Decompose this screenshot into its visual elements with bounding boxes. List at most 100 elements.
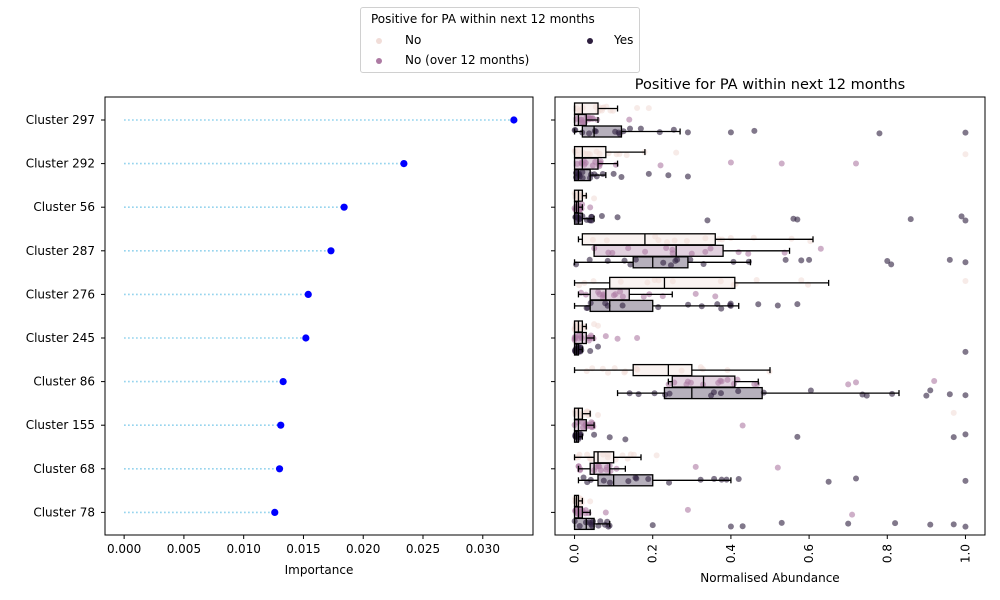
strip-point [688,250,695,257]
strip-point [607,468,614,475]
strip-point [711,475,718,482]
strip-point [587,498,594,505]
strip-point [727,129,734,136]
strip-point [617,288,624,295]
strip-point [592,103,599,110]
strip-point [825,478,832,485]
importance-point [279,378,287,386]
strip-point [591,431,598,438]
strip-point [876,130,883,137]
legend-marker-no [376,38,382,44]
strip-point [604,369,611,376]
abundance-xtick-label: 1.0 [958,544,972,563]
strip-point [663,244,670,251]
importance-axes: Cluster 297 Cluster 292 Cluster 56 Cluster … [26,96,534,577]
importance-axes-frame [104,96,534,536]
strip-point [798,257,805,264]
box-body [573,168,591,182]
strip-point [655,277,662,284]
strip-point [591,195,598,202]
strip-point [849,511,856,518]
strip-point [599,365,606,372]
strip-point [627,451,634,458]
strip-point [664,239,671,246]
strip-point [962,348,969,355]
strip-point [946,391,953,398]
strip-point [595,343,601,350]
strip-point [605,249,612,256]
abundance-xtick-label: 0.6 [802,544,816,563]
strip-point [579,119,586,126]
strip-point [637,125,644,132]
strip-point [892,520,899,527]
box-body [573,102,599,115]
strip-point [962,477,969,484]
legend: Positive for PA within next 12 months No… [360,7,640,73]
strip-point [853,475,859,482]
strip-point [962,151,969,158]
strip-point [669,250,676,257]
strip-point [626,116,633,123]
strip-point [735,249,742,256]
importance-xtick-label: 0.000 [107,542,141,556]
importance-ytick-label-cluster-292: Cluster 292 [26,157,95,171]
box-body [573,145,607,159]
strip-point [580,474,587,481]
importance-xtick-label: 0.015 [286,542,320,556]
abundance-axes: Positive for PA within next 12 months 0.… [551,77,986,585]
box-body [609,276,736,290]
strip-point [666,479,673,486]
strip-point [778,160,785,167]
strip-point [712,293,719,300]
strip-point [778,519,785,526]
importance-marks [124,116,518,516]
box-body [593,244,724,257]
box-body [589,288,630,301]
strip-point [666,390,673,397]
importance-point [275,465,284,473]
strip-point [625,478,632,485]
importance-ytick-label-cluster-245: Cluster 245 [26,331,95,345]
strip-point [586,130,593,137]
importance-ytick-label-cluster-68: Cluster 68 [33,462,95,476]
strip-point [589,236,596,243]
strip-point [614,335,621,342]
box-body [589,299,654,313]
strip-point [634,334,641,341]
strip-point [927,521,934,528]
strip-point [962,431,969,438]
strip-point [640,293,647,300]
strip-point [735,476,742,483]
importance-point [510,116,518,124]
strip-point [745,250,752,257]
strip-point [652,233,659,240]
strip-point [704,217,711,224]
strip-point [751,381,758,388]
strip-point [604,257,611,264]
strip-point [727,235,734,242]
strip-point [889,390,896,397]
strip-point [674,256,681,263]
abundance-title: Positive for PA within next 12 months [635,77,905,93]
importance-xtick-label: 0.010 [227,542,261,556]
strip-point [576,451,583,458]
strip-point [817,245,824,252]
legend-label-yes: Yes [614,33,634,47]
strip-point [753,277,760,284]
strip-point [907,216,914,223]
strip-point [755,301,762,308]
strip-point [660,259,667,266]
strip-point [583,368,590,375]
strip-point [853,379,859,386]
strip-point [603,237,610,244]
strip-point [684,173,691,180]
strip-point [715,379,722,386]
importance-xtick-label: 0.005 [167,542,201,556]
strip-point [845,381,852,388]
strip-point [739,523,746,530]
strip-point [657,162,664,169]
strip-point [656,129,663,136]
strip-point [633,365,640,372]
strip-point [931,377,938,384]
